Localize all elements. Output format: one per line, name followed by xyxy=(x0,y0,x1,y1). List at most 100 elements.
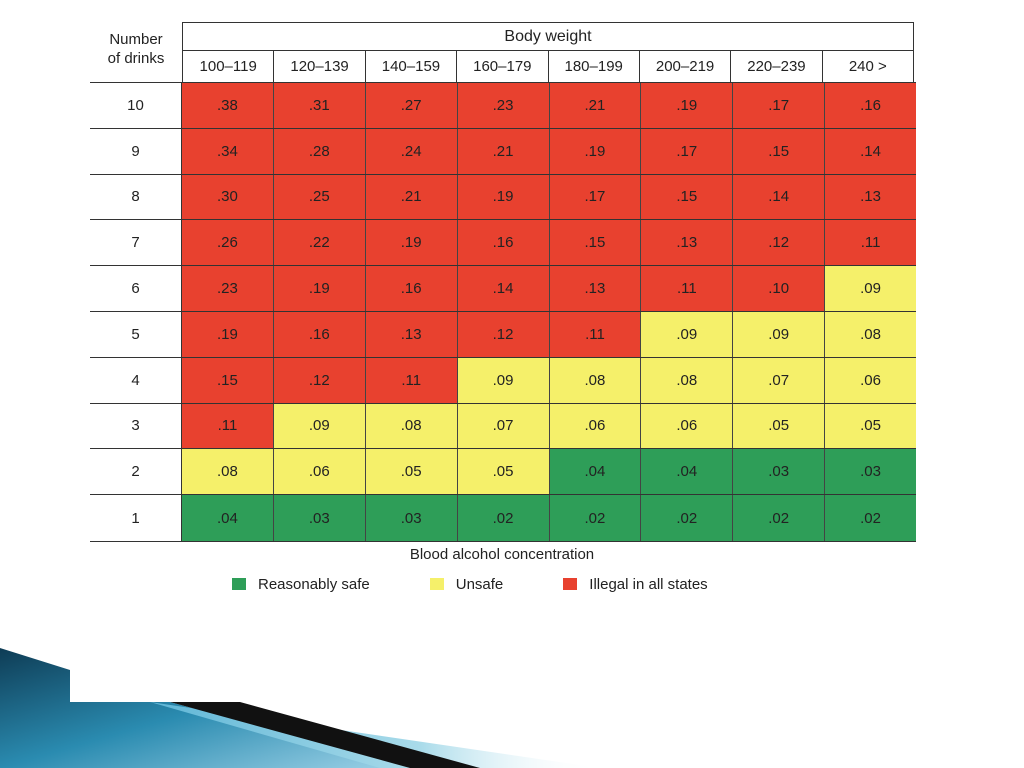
bac-cell: .38 xyxy=(182,83,274,128)
bac-cell: .34 xyxy=(182,128,274,174)
bac-cell: .14 xyxy=(733,174,826,220)
bac-cell: .19 xyxy=(549,128,642,174)
bac-cell: .17 xyxy=(733,83,826,128)
drinks-row-label: 3 xyxy=(90,403,182,449)
bac-cell: .30 xyxy=(182,174,274,220)
weight-column-header: 220–239 xyxy=(730,51,821,82)
bac-cell: .13 xyxy=(549,266,642,311)
bac-cell: .09 xyxy=(825,266,916,311)
weight-column-headers: 100–119 120–139 140–159 160–179 180–199 200–2… xyxy=(182,50,914,82)
body-weight-header: Body weight xyxy=(182,22,914,50)
legend-item-illegal: Illegal in all states xyxy=(563,575,708,593)
weight-column-header: 200–219 xyxy=(638,51,730,82)
drinks-row-label: 6 xyxy=(90,266,182,311)
bac-cell: .17 xyxy=(641,128,734,174)
drinks-row-label: 10 xyxy=(90,83,182,128)
bac-cell: .06 xyxy=(641,403,734,449)
row-header-line-2: of drinks xyxy=(107,50,165,67)
bac-cell: .08 xyxy=(549,357,642,403)
bac-cell: .07 xyxy=(733,357,826,403)
bac-cell: .03 xyxy=(733,449,826,495)
footer-title: Blood alcohol concentration xyxy=(409,546,595,563)
bac-cell: .05 xyxy=(457,449,550,495)
table-row: 2.08.06.05.05.04.04.03.03 xyxy=(90,449,916,496)
table-row: 7.26.22.19.16.15.13.12.11 xyxy=(90,220,916,267)
bac-cell: .10 xyxy=(733,266,826,311)
bac-cell: .08 xyxy=(825,311,916,357)
bac-cell: .19 xyxy=(182,311,274,357)
bac-cell: .23 xyxy=(182,266,274,311)
bac-cell: .16 xyxy=(457,220,550,266)
drinks-row-label: 4 xyxy=(90,357,182,403)
bac-cell: .14 xyxy=(825,128,916,174)
bac-cell: .02 xyxy=(549,495,642,541)
bac-cell: .19 xyxy=(641,83,734,128)
bac-cell: .05 xyxy=(733,403,826,449)
bac-cell: .23 xyxy=(457,83,550,128)
bac-cell: .11 xyxy=(641,266,734,311)
bac-cell: .31 xyxy=(273,83,366,128)
bac-cell: .15 xyxy=(733,128,826,174)
bac-cell: .15 xyxy=(641,174,734,220)
bac-cell: .02 xyxy=(457,495,550,541)
bac-cell: .15 xyxy=(182,357,274,403)
bac-cell: .21 xyxy=(549,83,642,128)
bac-cell: .09 xyxy=(733,311,826,357)
bac-cell: .27 xyxy=(365,83,458,128)
bac-cell: .09 xyxy=(641,311,734,357)
drinks-row-label: 5 xyxy=(90,311,182,357)
bac-cell: .04 xyxy=(641,449,734,495)
table-row: 9.34.28.24.21.19.17.15.14 xyxy=(90,128,916,175)
weight-column-header: 140–159 xyxy=(364,51,456,82)
bac-cell: .19 xyxy=(457,174,550,220)
bac-cell: .14 xyxy=(457,266,550,311)
bac-cell: .04 xyxy=(549,449,642,495)
bac-cell: .08 xyxy=(182,449,274,495)
bac-cell: .11 xyxy=(365,357,458,403)
bac-cell: .16 xyxy=(365,266,458,311)
table-row: 3.11.09.08.07.06.06.05.05 xyxy=(90,403,916,450)
table-row: 6.23.19.16.14.13.11.10.09 xyxy=(90,266,916,312)
bac-cell: .16 xyxy=(825,83,916,128)
row-header-label: Number of drinks xyxy=(92,30,180,68)
legend-label: Illegal in all states xyxy=(589,575,708,593)
bac-cell: .03 xyxy=(273,495,366,541)
bac-cell: .24 xyxy=(365,128,458,174)
bac-cell: .05 xyxy=(365,449,458,495)
weight-column-header: 180–199 xyxy=(547,51,639,82)
bac-cell: .26 xyxy=(182,220,274,266)
drinks-row-label: 7 xyxy=(90,220,182,266)
bac-cell: .06 xyxy=(549,403,642,449)
bac-cell: .19 xyxy=(273,266,366,311)
bac-cell: .12 xyxy=(273,357,366,403)
bac-cell: .21 xyxy=(365,174,458,220)
bac-cell: .07 xyxy=(457,403,550,449)
bac-cell: .11 xyxy=(549,311,642,357)
row-header-line-1: Number xyxy=(109,31,163,48)
weight-column-header: 160–179 xyxy=(456,51,547,82)
bac-cell: .03 xyxy=(365,495,458,541)
drinks-row-label: 8 xyxy=(90,174,182,220)
bac-cell: .09 xyxy=(273,403,366,449)
legend-item-safe: Reasonably safe xyxy=(232,576,370,593)
bac-cell: .16 xyxy=(273,311,366,357)
bac-cell: .09 xyxy=(457,357,550,403)
bac-cell: .13 xyxy=(641,220,734,266)
bac-cell: .11 xyxy=(825,220,916,266)
corner-dark-stripe xyxy=(170,702,480,768)
drinks-row-label: 1 xyxy=(90,495,182,541)
weight-column-header: 240 > xyxy=(821,51,913,82)
bac-cell: .15 xyxy=(549,220,642,266)
legend: Reasonably safe Unsafe Illegal in all stat… xyxy=(232,573,832,595)
bac-cell: .25 xyxy=(273,174,366,220)
bac-cell: .13 xyxy=(365,311,458,357)
bac-cell: .22 xyxy=(273,220,366,266)
bac-cell: .05 xyxy=(825,403,916,449)
bac-cell: .06 xyxy=(273,449,366,495)
bac-cell: .03 xyxy=(825,449,916,495)
bac-cell: .04 xyxy=(182,495,274,541)
bac-cell: .02 xyxy=(825,495,916,541)
bac-cell: .11 xyxy=(182,403,274,449)
decorative-corner-shapes xyxy=(0,648,600,768)
